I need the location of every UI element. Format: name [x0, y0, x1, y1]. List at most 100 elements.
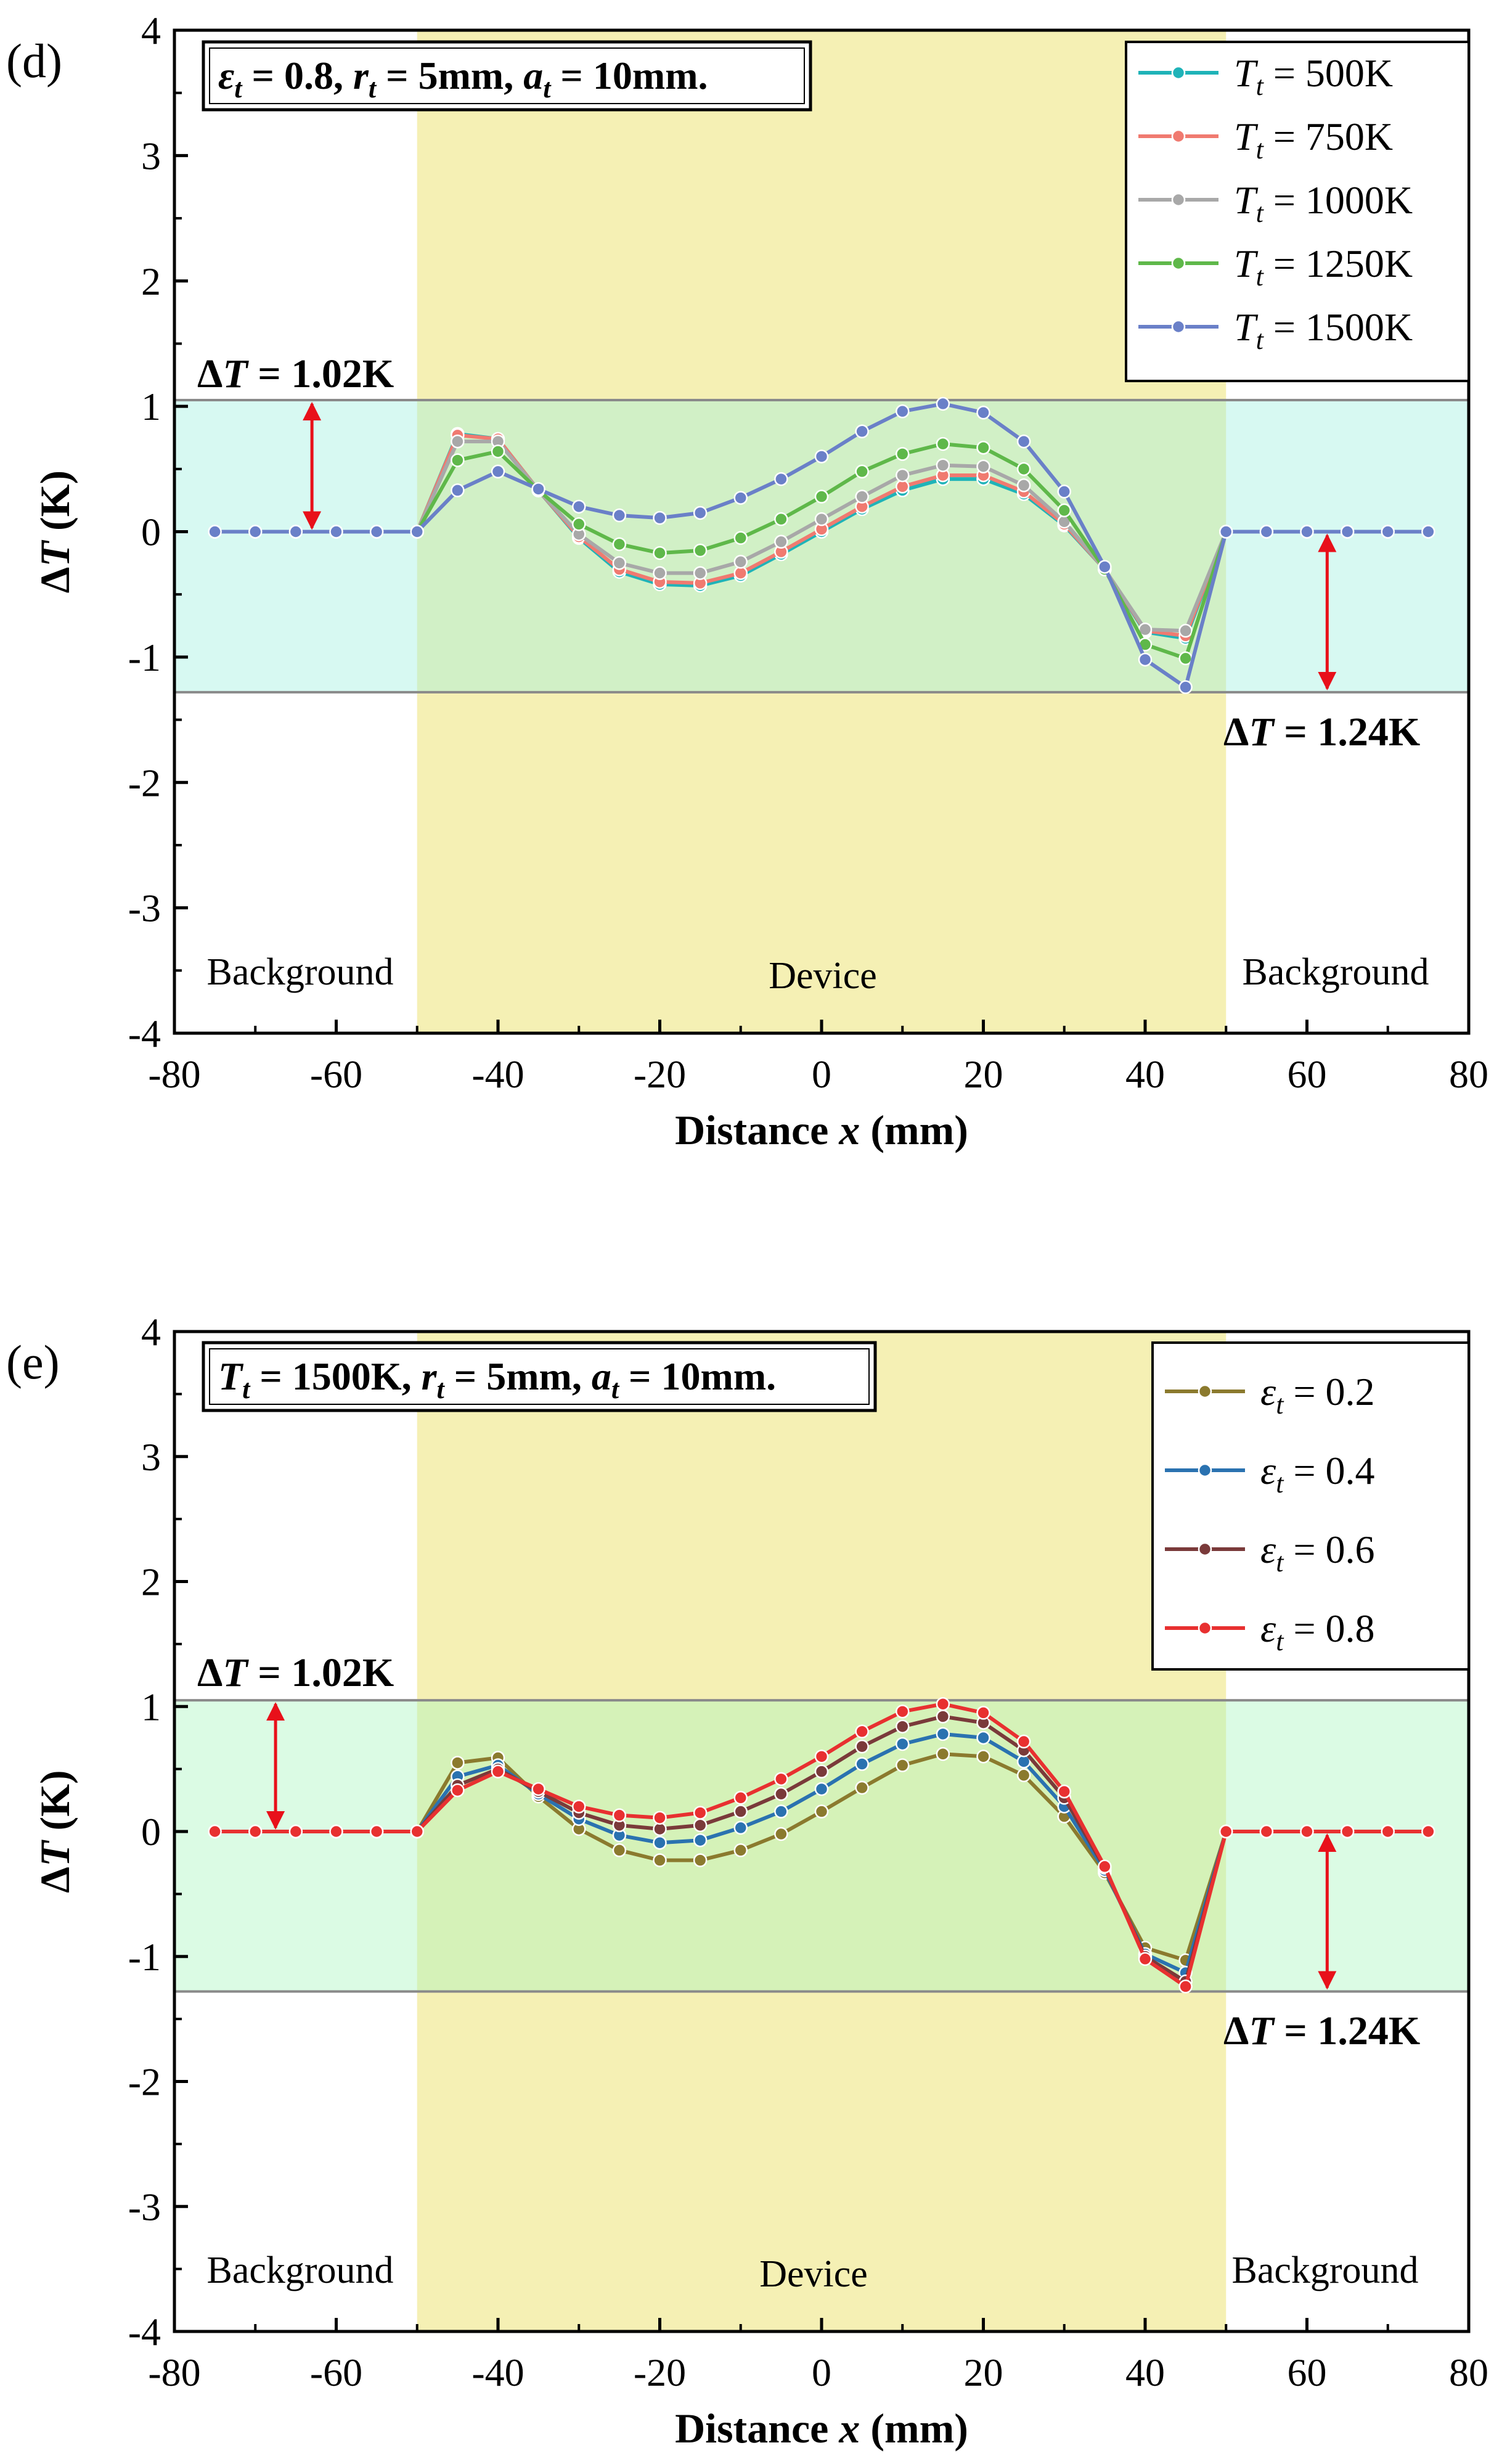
- data-point: [896, 1737, 910, 1751]
- parameter-box-inner: [209, 47, 805, 104]
- data-point: [1098, 1859, 1112, 1874]
- data-point: [1057, 1784, 1071, 1799]
- data-point: [896, 1758, 910, 1772]
- data-point: [612, 1843, 627, 1857]
- legend-swatch-marker: [1171, 256, 1186, 271]
- x-tick-label: -60: [310, 1052, 362, 1096]
- y-tick-label: -2: [128, 2060, 161, 2104]
- region-label-background: Background: [206, 951, 393, 993]
- x-tick-label: 80: [1449, 1052, 1488, 1096]
- data-point: [774, 1772, 788, 1787]
- data-point: [976, 440, 990, 455]
- region-label-background: Background: [1242, 951, 1429, 993]
- data-point: [329, 525, 343, 539]
- data-point: [733, 531, 748, 545]
- data-point: [248, 525, 263, 539]
- legend-label: εt = 0.8: [1260, 1607, 1375, 1656]
- temperature-band: [174, 399, 1469, 692]
- data-point: [693, 1806, 708, 1820]
- panel-letter: (e): [6, 1335, 60, 1389]
- legend-label: Tt = 500K: [1234, 51, 1393, 101]
- data-point: [733, 1820, 748, 1835]
- data-point: [733, 491, 748, 505]
- data-point: [976, 459, 990, 473]
- data-point: [1300, 1824, 1314, 1839]
- data-point: [572, 1799, 586, 1814]
- data-point: [896, 468, 910, 483]
- y-tick-label: 1: [141, 1685, 161, 1729]
- chart-panel-d: -80 -60 -40 -20 0 20 40 60 80 -4 -3 -2 -1 0 1 2 3 4 Distan…: [6, 9, 1488, 1153]
- legend-label: Tt = 1250K: [1234, 242, 1413, 292]
- data-point: [1421, 525, 1435, 539]
- data-point: [774, 1827, 788, 1841]
- legend-swatch-marker: [1171, 65, 1186, 80]
- x-tick-label: 0: [812, 2351, 831, 2394]
- series-4: [208, 396, 1435, 694]
- data-point: [1016, 1734, 1031, 1749]
- data-point: [896, 1719, 910, 1733]
- data-point: [491, 444, 505, 459]
- data-point: [208, 525, 222, 539]
- data-point: [733, 1791, 748, 1805]
- x-tick-label: 0: [812, 1052, 831, 1096]
- data-point: [1016, 462, 1031, 477]
- data-point: [855, 1724, 869, 1739]
- data-point: [855, 1739, 869, 1754]
- data-point: [1016, 1768, 1031, 1783]
- data-point: [1381, 525, 1395, 539]
- data-point: [936, 436, 950, 451]
- legend-label: Tt = 1500K: [1234, 305, 1413, 355]
- data-point: [774, 472, 788, 486]
- data-point: [653, 1853, 667, 1867]
- y-tick-label: -4: [128, 2310, 161, 2354]
- parameter-box: [202, 1341, 877, 1412]
- data-point: [774, 534, 788, 549]
- data-point: [733, 1804, 748, 1819]
- data-point: [693, 1818, 708, 1833]
- data-point: [572, 499, 586, 514]
- data-point: [653, 1811, 667, 1825]
- data-point: [693, 1853, 708, 1867]
- data-point: [491, 464, 505, 479]
- data-point: [451, 1756, 465, 1770]
- data-point: [936, 458, 950, 472]
- parameter-box-inner: [209, 1348, 870, 1405]
- data-point: [1259, 525, 1274, 539]
- legend-label: Tt = 1000K: [1234, 178, 1413, 228]
- data-point: [1138, 1952, 1153, 1967]
- data-point: [976, 1750, 990, 1764]
- data-point: [855, 489, 869, 504]
- legend-label: Tt = 750K: [1234, 115, 1393, 165]
- data-point: [733, 1843, 748, 1857]
- data-point: [451, 1783, 465, 1798]
- data-point: [693, 566, 708, 580]
- data-point: [1219, 1824, 1233, 1839]
- y-tick-label: 3: [141, 1435, 161, 1479]
- data-point: [976, 406, 990, 420]
- data-point: [1178, 623, 1193, 638]
- data-point: [288, 1824, 303, 1839]
- x-tick-label: -20: [634, 2351, 686, 2394]
- legend-label: εt = 0.4: [1260, 1449, 1375, 1499]
- x-tick-label: -40: [471, 2351, 524, 2394]
- data-point: [814, 1750, 829, 1764]
- data-point: [612, 508, 627, 523]
- x-tick-label: -20: [634, 1052, 686, 1096]
- delta-t-label-bottom: ΔT = 1.24K: [1223, 710, 1420, 755]
- parameter-box: [202, 40, 812, 112]
- data-point: [855, 424, 869, 439]
- data-point: [451, 483, 465, 497]
- data-point: [572, 517, 586, 531]
- data-point: [1138, 652, 1153, 667]
- x-tick-label: -60: [310, 2351, 362, 2394]
- chart-panel-e: -80 -60 -40 -20 0 20 40 60 80 -4 -3 -2 -1 0 1 2 3 4 Distan…: [6, 1310, 1488, 2452]
- data-point: [612, 556, 627, 570]
- data-point: [451, 453, 465, 467]
- data-point: [1098, 560, 1112, 574]
- x-axis-title: Distance x (mm): [675, 1107, 968, 1153]
- data-point: [1340, 1824, 1355, 1839]
- data-point: [653, 566, 667, 580]
- temperature-band: [174, 1700, 1469, 1992]
- data-point: [1057, 503, 1071, 518]
